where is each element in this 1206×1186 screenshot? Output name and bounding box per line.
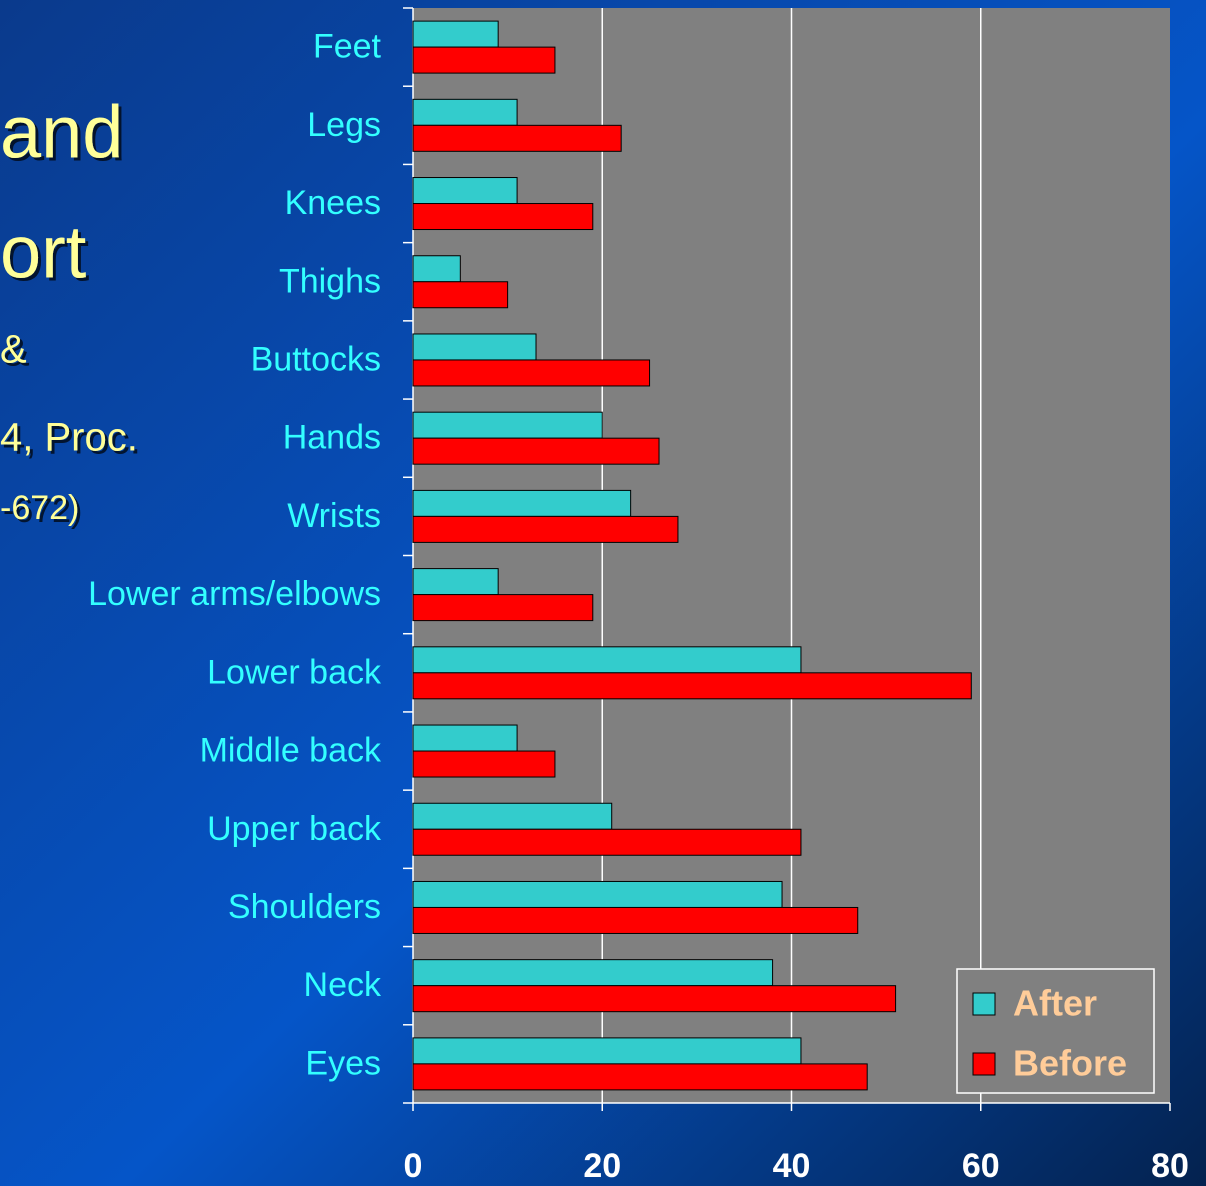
bar bbox=[412, 255, 461, 283]
bar bbox=[412, 20, 499, 48]
bar bbox=[412, 959, 774, 987]
bar bbox=[412, 46, 556, 74]
y-tick-label: Legs bbox=[307, 106, 381, 144]
y-tick-label: Knees bbox=[285, 184, 381, 222]
x-tick-label: 20 bbox=[583, 1147, 621, 1185]
bar bbox=[412, 333, 537, 361]
bar bbox=[412, 1063, 868, 1091]
y-tick-label: Neck bbox=[304, 966, 382, 1004]
bar bbox=[412, 880, 783, 908]
bar bbox=[412, 906, 859, 934]
y-tick-label: Shoulders bbox=[228, 888, 381, 926]
bar bbox=[412, 359, 651, 387]
bar bbox=[412, 203, 594, 231]
x-tick-label: 40 bbox=[773, 1147, 811, 1185]
bar bbox=[412, 124, 622, 152]
bar bbox=[412, 281, 509, 309]
x-tick-label: 60 bbox=[962, 1147, 1000, 1185]
chart: 0 20 40 60 80 Feet Legs Knees Thighs Buttocks Hand… bbox=[88, 7, 1189, 1185]
bar bbox=[412, 646, 802, 674]
legend-label: Before bbox=[1013, 1043, 1127, 1084]
bar bbox=[412, 515, 679, 543]
bar bbox=[412, 672, 972, 700]
y-tick-label: Eyes bbox=[305, 1044, 381, 1082]
y-tick-label: Wrists bbox=[287, 497, 381, 535]
bar bbox=[412, 568, 499, 596]
y-tick-label: Upper back bbox=[207, 810, 382, 848]
legend-swatch bbox=[972, 1052, 996, 1076]
slide-text: and bbox=[0, 91, 123, 174]
y-tick-label: Lower back bbox=[207, 653, 382, 691]
bar bbox=[412, 724, 518, 752]
bar bbox=[412, 489, 632, 517]
legend-label: After bbox=[1013, 983, 1097, 1024]
bar bbox=[412, 1037, 802, 1065]
bar bbox=[412, 98, 518, 126]
y-tick-label: Hands bbox=[283, 419, 381, 457]
y-tick-label: Thighs bbox=[279, 262, 381, 300]
y-tick-label: Lower arms/elbows bbox=[88, 575, 381, 613]
bar bbox=[412, 828, 802, 856]
bar bbox=[412, 802, 613, 830]
slide-text: ort bbox=[0, 211, 87, 294]
slide-text: -672) bbox=[0, 489, 79, 527]
legend-swatch bbox=[972, 992, 996, 1016]
bar bbox=[412, 437, 660, 465]
bar bbox=[412, 594, 594, 622]
y-tick-label: Buttocks bbox=[251, 341, 381, 379]
y-tick-label: Feet bbox=[313, 28, 382, 66]
bar bbox=[412, 750, 556, 778]
bar bbox=[412, 985, 897, 1013]
x-tick-label: 80 bbox=[1151, 1147, 1189, 1185]
x-tick-label: 0 bbox=[404, 1147, 423, 1185]
bar bbox=[412, 177, 518, 205]
bar bbox=[412, 411, 603, 439]
slide-text: 4, Proc. bbox=[0, 416, 138, 460]
y-tick-label: Middle back bbox=[200, 732, 382, 770]
slide-text: & bbox=[0, 328, 27, 372]
